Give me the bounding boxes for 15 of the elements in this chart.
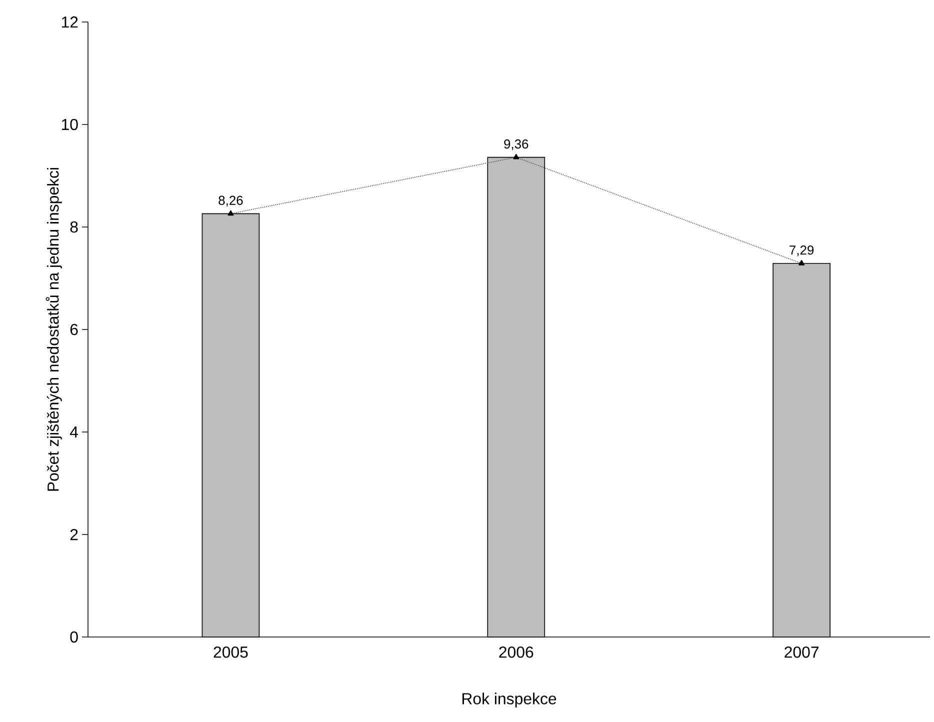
x-tick-label: 2007 — [784, 646, 818, 658]
x-tick-label: 2005 — [214, 646, 248, 658]
y-axis-title: Počet zjištěných nedostatků na jednu inspekci — [46, 168, 62, 491]
y-tick-label: 8 — [70, 221, 78, 233]
data-label: 8,26 — [218, 196, 243, 206]
y-tick-label: 2 — [70, 528, 78, 540]
x-tick-label: 2006 — [499, 646, 534, 658]
y-tick-label: 0 — [70, 631, 78, 643]
x-axis-title: Rok inspekce — [462, 692, 556, 708]
y-tick-label: 6 — [70, 324, 78, 336]
y-tick-label: 4 — [70, 426, 78, 438]
y-tick-label: 10 — [62, 118, 78, 130]
y-tick-label: 12 — [62, 16, 78, 28]
data-label: 7,29 — [790, 245, 814, 256]
data-label: 9,36 — [504, 139, 528, 150]
